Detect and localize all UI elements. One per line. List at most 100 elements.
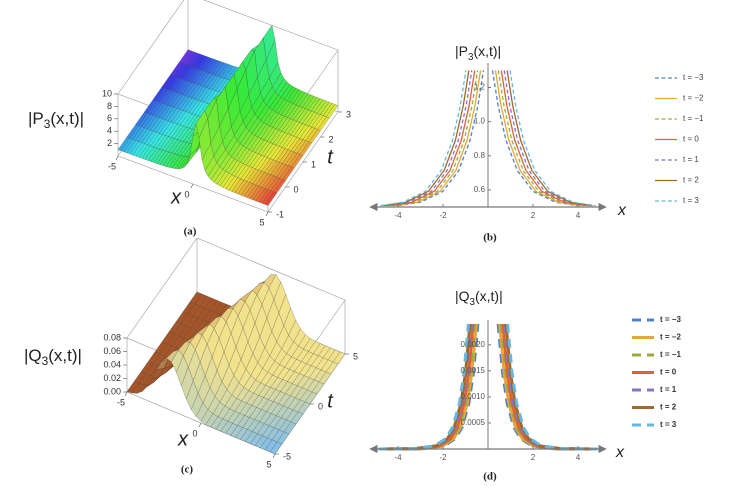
series-line bbox=[380, 70, 596, 207]
legend-label: t = 2 bbox=[660, 403, 677, 412]
title-main: |P bbox=[28, 109, 44, 128]
y-tick-label: 1.0 bbox=[474, 117, 486, 126]
caption: (c) bbox=[181, 464, 194, 476]
y-axis-label: t bbox=[327, 390, 334, 412]
box-edge bbox=[117, 0, 185, 95]
x-axis-label: x bbox=[615, 444, 625, 461]
series-line bbox=[397, 70, 579, 207]
x-tick-label: -4 bbox=[394, 453, 402, 462]
series-line bbox=[392, 70, 584, 207]
x-tick-label: 0 bbox=[184, 189, 189, 199]
y-tick-label: -1 bbox=[276, 209, 284, 219]
y-tick-label: 0.8 bbox=[474, 151, 486, 160]
x-tick-label: -4 bbox=[394, 211, 402, 220]
legend-label: t = 0 bbox=[660, 368, 677, 377]
y-tick-label: 2 bbox=[329, 134, 334, 144]
caption: (d) bbox=[483, 471, 497, 483]
x-tick-label: 4 bbox=[576, 453, 581, 462]
z-tick-label: 2 bbox=[107, 138, 112, 148]
title-rest: (x,t)| bbox=[50, 109, 84, 128]
x-tick bbox=[115, 155, 119, 161]
x-tick-label: 5 bbox=[259, 217, 264, 227]
x-axis-label: x bbox=[170, 186, 182, 208]
legend-label: t = 0 bbox=[683, 135, 699, 144]
x-tick-label: 4 bbox=[576, 211, 581, 220]
surface-patch bbox=[269, 441, 283, 455]
panel-title: |Q3(x,t)| bbox=[24, 346, 82, 368]
legend-label: t = 1 bbox=[683, 155, 699, 164]
title-sub: 3 bbox=[468, 52, 474, 63]
caption: (b) bbox=[483, 232, 497, 244]
z-tick-label: 8 bbox=[107, 101, 112, 111]
y-axis-label: t bbox=[327, 146, 334, 168]
y-tick-label: 0.0005 bbox=[461, 418, 486, 427]
x-tick bbox=[124, 391, 128, 397]
y-tick-label: -5 bbox=[283, 451, 291, 461]
panel-title: |P3(x,t)| bbox=[455, 43, 501, 63]
box-edge bbox=[203, 0, 339, 51]
legend-label: t = 3 bbox=[683, 196, 699, 205]
z-tick-label: 0.02 bbox=[103, 373, 121, 383]
z-tick-label: 0.08 bbox=[103, 332, 121, 342]
y-tick-label: 1.2 bbox=[474, 83, 486, 92]
x-axis-label: x bbox=[177, 428, 189, 450]
title-rest: (x,t)| bbox=[475, 288, 503, 304]
z-tick-label: 0.06 bbox=[103, 346, 121, 356]
legend-label: t = 2 bbox=[683, 176, 699, 185]
x-tick-label: -5 bbox=[108, 161, 116, 171]
legend-label: t = −2 bbox=[683, 94, 704, 103]
z-tick-label: 0.04 bbox=[103, 359, 121, 369]
panel-title: |Q3(x,t)| bbox=[455, 288, 503, 308]
title-main: |Q bbox=[455, 288, 470, 304]
caption: (a) bbox=[184, 226, 197, 238]
title-sub: 3 bbox=[42, 354, 49, 368]
series-line bbox=[383, 70, 593, 207]
x-tick-label: 0 bbox=[192, 428, 197, 438]
x-tick-label: 2 bbox=[531, 211, 536, 220]
x-tick bbox=[190, 183, 194, 189]
surface-patch bbox=[264, 191, 277, 206]
legend-label: t = −1 bbox=[683, 114, 704, 123]
title-sub: 3 bbox=[44, 117, 51, 131]
z-tick-label: 0.00 bbox=[103, 386, 121, 396]
x-tick bbox=[198, 422, 202, 428]
surface bbox=[126, 274, 346, 455]
box-edge bbox=[196, 237, 346, 301]
x-tick-label: -2 bbox=[439, 453, 447, 462]
title-rest: (x,t)| bbox=[473, 43, 501, 59]
x-tick bbox=[272, 453, 276, 459]
y-tick-label: 0.0010 bbox=[461, 392, 486, 401]
title-sub: 3 bbox=[470, 297, 476, 308]
legend-label: t = −2 bbox=[660, 333, 681, 342]
legend-label: t = 3 bbox=[660, 420, 677, 429]
title-main: |Q bbox=[24, 346, 42, 365]
x-tick-label: -2 bbox=[439, 211, 447, 220]
series-line bbox=[394, 70, 582, 207]
x-axis-label: x bbox=[617, 202, 627, 219]
legend-label: t = −1 bbox=[660, 350, 681, 359]
y-tick-label: 5 bbox=[353, 351, 358, 361]
z-tick-label: 6 bbox=[107, 113, 112, 123]
surface bbox=[117, 24, 339, 206]
title-main: |P bbox=[455, 43, 468, 59]
y-tick-label: 0.0015 bbox=[461, 366, 486, 375]
box-edge bbox=[126, 237, 198, 339]
title-rest: (x,t)| bbox=[48, 346, 82, 365]
y-tick-label: 0 bbox=[294, 184, 299, 194]
legend-label: t = 1 bbox=[660, 385, 677, 394]
y-tick-label: 1 bbox=[311, 159, 316, 169]
y-tick-label: 0.6 bbox=[474, 185, 486, 194]
z-tick-label: 10 bbox=[102, 88, 112, 98]
legend-label: t = −3 bbox=[660, 315, 681, 324]
series-line bbox=[389, 70, 587, 207]
y-tick-label: 0.0020 bbox=[461, 340, 486, 349]
y-tick-label: 0 bbox=[318, 401, 323, 411]
panel-title: |P3(x,t)| bbox=[28, 109, 84, 131]
x-tick bbox=[265, 211, 269, 217]
x-tick-label: 2 bbox=[531, 453, 536, 462]
y-tick-label: 3 bbox=[346, 109, 351, 119]
z-tick-label: 4 bbox=[107, 126, 112, 136]
x-tick-label: 5 bbox=[266, 459, 271, 469]
legend-label: t = −3 bbox=[683, 73, 704, 82]
